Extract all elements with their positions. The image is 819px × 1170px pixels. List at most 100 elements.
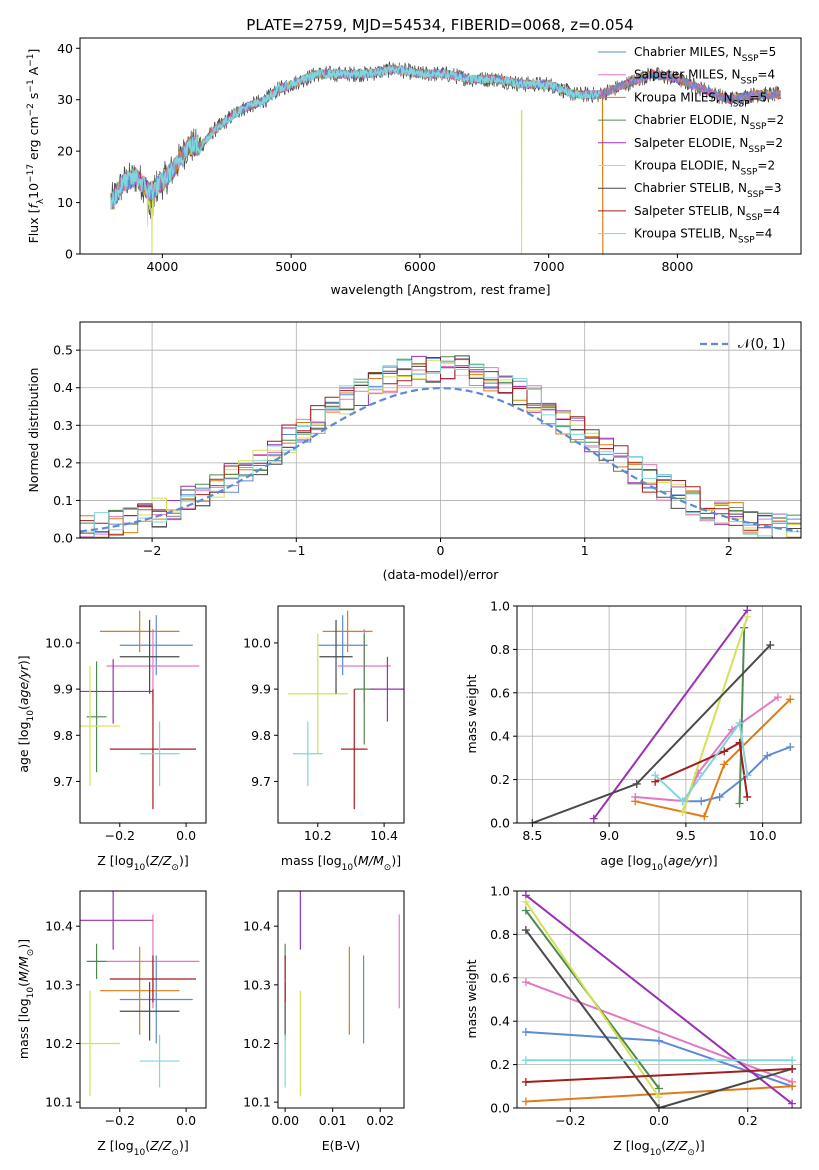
y-tick-label: 9.9 [251,682,271,697]
x-tick-label: 4000 [146,259,178,274]
plot-root: 4000 5000 6000 7000 8000010203040wavelength … [16,37,802,1158]
data-point [788,1099,797,1108]
data-point [521,1077,530,1086]
errorbar-chabrier-stelib [319,619,353,694]
data-point [655,1036,663,1045]
axes-mass-weight-vs-Z: −0.2 0.0 0.2 0.0 0.2 0.4 0.6 0.8 1.0 [490,884,802,1128]
data-point [632,779,641,788]
legend-entry: Salpeter MILES, NSSP=4 [634,68,775,87]
data-point [788,1064,797,1073]
frame-age-vs-Z: −0.2 0.0 9.7 9.8 9.9 10.0 [45,605,207,843]
errorbar-chabrier-stelib [119,619,180,694]
legend-entry: Kroupa MILES, NSSP=5 [634,90,767,109]
plot-area-mass-vs-ebv [284,891,400,1097]
y-tick-label: 10.3 [243,977,271,992]
axes-frame [277,605,405,824]
y-tick-label: 40 [57,41,73,56]
data-point [773,693,782,702]
errorbar-kroupa-stelib [292,721,323,787]
data-point [521,1097,530,1106]
spectrum-xlabel: wavelength [Angstrom, rest frame] [330,282,550,297]
data-point [743,771,752,780]
errorbar-chabrier-miles [119,615,193,676]
series-salpeter-elodie [521,891,797,1108]
data-point [735,799,744,808]
series-line [738,627,746,804]
y-tick-label: 0.3 [53,418,73,433]
x-tick-label: −0.2 [105,828,135,843]
series-line [532,644,772,823]
frame-mass-vs-ebv: 0.00 0.01 0.02 10.1 10.2 10.3 10.4 [243,890,405,1128]
x-tick-label: −0.2 [555,1113,585,1128]
x-tick-label: 0.00 [271,1113,299,1128]
y-tick-label: 0.5 [53,343,73,358]
axes-spectrum: 4000 5000 6000 7000 8000 0 10 20 30 40 [57,37,802,274]
series-line [525,929,793,1108]
y-tick-label: 10.4 [45,919,73,934]
plot-area-residuals [80,355,801,538]
x-tick-label: 6000 [404,259,436,274]
frame-age-vs-mass: 10.2 10.4 9.7 9.8 9.9 10.0 [243,605,405,843]
data-point [735,719,744,728]
data-point [788,1082,797,1091]
data-point [700,812,709,821]
x-tick-label: 0.01 [319,1113,347,1128]
y-tick-label: 0.8 [490,927,510,942]
x-tick-label: 0.0 [649,1113,669,1128]
y-tick-label: 1.0 [490,884,510,899]
x-tick-label: 8.5 [522,828,542,843]
errorbar-kroupa-miles [99,610,180,653]
mass-weight-vs-Z-ylabel: mass weight [464,959,479,1038]
legend-entry: Chabrier ELODIE, NSSP=2 [634,113,784,132]
x-tick-label: 10.4 [370,828,398,843]
frame-mass-vs-Z: −0.2 0.0 10.1 10.2 10.3 10.4 [45,890,207,1128]
y-tick-label: 0.0 [53,531,73,546]
mass-weight-vs-Z-xlabel: Z [log10(Z/Z⊙)] [613,1138,704,1158]
errorbar-kroupa-miles [99,946,180,1035]
data-point [521,978,530,987]
errorbar-kroupa-elodie [80,990,120,1097]
mass-weight-vs-age-ylabel: mass weight [464,674,479,753]
x-tick-label: 5000 [275,259,307,274]
y-tick-label: 0.6 [490,970,510,985]
data-point [786,743,795,752]
data-point [766,641,775,650]
plot-area-mass-weight-vs-age [528,606,795,823]
errorbar-chabrier-miles [317,615,368,676]
frame-spectrum: 4000 5000 6000 7000 8000 0 10 20 30 40 [57,37,802,274]
series-salpeter-stelib [521,1064,797,1086]
errorbar-kroupa-stelib [139,721,180,787]
mass-vs-Z-ylabel: mass [log10(M/M⊙)] [16,939,36,1059]
y-tick-label: 9.9 [53,682,73,697]
data-point [521,1028,530,1037]
residuals-xlabel: (data-model)/error [383,567,500,582]
data-point [521,926,530,935]
age-vs-mass-xlabel: mass [log10(M/M⊙)] [281,853,401,873]
y-tick-label: 9.8 [251,728,271,743]
axes-mass-weight-vs-age: 8.5 9.0 9.5 10.0 0.0 0.2 0.4 0.6 0.8 1.0 [490,599,802,843]
x-tick-label: 0.0 [176,828,196,843]
errorbar-kroupa-elodie [80,666,120,787]
y-tick-label: 30 [57,92,73,107]
errorbar-salpeter-elodie [370,656,404,722]
legend-entry: Kroupa STELIB, NSSP=4 [634,227,772,246]
axes-age-vs-Z: −0.2 0.0 9.7 9.8 9.9 10.0 [45,605,207,843]
data-point [631,797,640,806]
axes-age-vs-mass: 10.2 10.4 9.7 9.8 9.9 10.0 [243,605,405,843]
x-tick-label: 7000 [533,259,565,274]
y-tick-label: 9.7 [53,774,73,789]
errorbar-chabrier-elodie [86,943,107,979]
data-point [720,747,729,756]
series-kroupa-miles [631,695,795,821]
mass-vs-Z-xlabel: Z [log10(Z/Z⊙)] [97,1138,188,1158]
legend-entry: Chabrier MILES, NSSP=5 [634,45,776,64]
plot-area-age-vs-mass [287,610,404,810]
data-point [786,695,795,704]
data-point [521,897,530,906]
x-tick-label: 9.5 [676,828,696,843]
data-point [651,771,660,780]
legend-entry: Salpeter STELIB, NSSP=4 [634,204,780,223]
series-salpeter-miles [521,978,797,1086]
series-kroupa-elodie [678,612,752,817]
